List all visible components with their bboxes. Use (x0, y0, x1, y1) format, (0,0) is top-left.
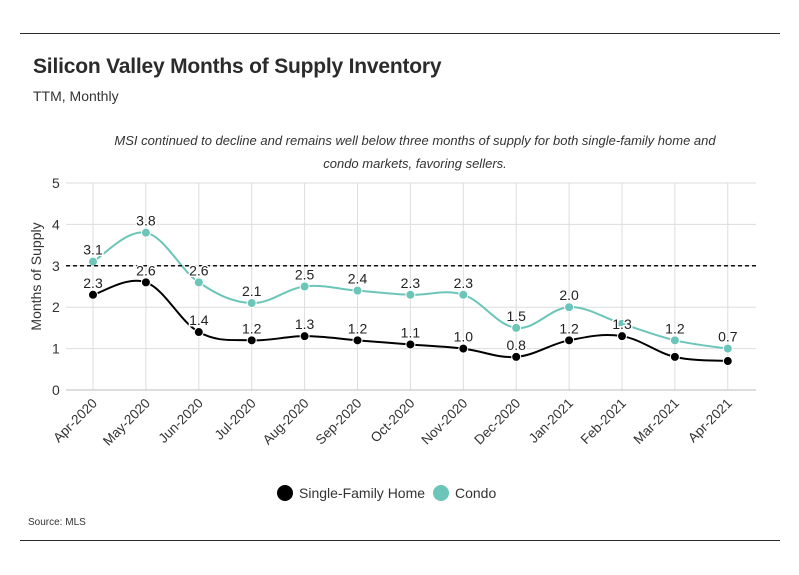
x-tick-label: Mar-2021 (631, 396, 682, 447)
data-point-condo (246, 298, 257, 309)
data-label-single-family-home: 1.2 (348, 320, 368, 336)
y-tick-label: 4 (52, 216, 60, 232)
data-point-single-family-home (458, 343, 469, 354)
y-tick-label: 0 (52, 382, 60, 398)
chart-legend: Single-Family Home Condo (0, 482, 799, 504)
x-tick-label: Aug-2020 (260, 396, 312, 448)
data-label-condo: 2.3 (401, 275, 421, 291)
legend-item-condo: Condo (433, 482, 496, 504)
data-point-condo (140, 227, 151, 238)
data-point-condo (193, 277, 204, 288)
y-tick-label: 3 (52, 258, 60, 274)
data-label-single-family-home: 1.4 (189, 312, 209, 328)
data-point-condo (564, 302, 575, 313)
data-label-condo: 3.8 (136, 213, 156, 229)
data-label-condo: 2.0 (559, 287, 579, 303)
data-point-single-family-home (722, 356, 733, 367)
x-tick-label: Jun-2020 (156, 396, 206, 446)
top-rule (20, 33, 780, 34)
data-point-single-family-home (352, 335, 363, 346)
x-tick-label: May-2020 (100, 396, 153, 449)
data-point-single-family-home (669, 351, 680, 362)
data-label-condo: 2.4 (348, 271, 368, 287)
bottom-rule (20, 540, 780, 541)
data-label-condo: 2.1 (242, 283, 262, 299)
x-tick-label: Apr-2021 (685, 396, 735, 446)
data-point-condo (669, 335, 680, 346)
data-point-condo (617, 318, 627, 329)
data-label-condo: 2.3 (454, 275, 474, 291)
data-point-single-family-home (88, 289, 98, 300)
data-label-single-family-home: 1.1 (401, 324, 421, 340)
data-point-single-family-home (193, 327, 204, 338)
data-point-condo (458, 289, 469, 300)
legend-label-single-family-home: Single-Family Home (299, 485, 426, 501)
x-tick-label: Feb-2021 (578, 396, 629, 447)
data-label-condo: 1.5 (506, 308, 526, 324)
legend-marker-condo (433, 485, 449, 501)
data-label-single-family-home: 1.3 (295, 316, 315, 332)
data-label-single-family-home: 1.0 (454, 329, 474, 345)
data-point-single-family-home (140, 277, 151, 288)
x-tick-label: Oct-2020 (368, 396, 418, 446)
data-label-condo: 1.2 (665, 320, 685, 336)
data-point-condo (88, 256, 98, 267)
data-label-condo: 2.5 (295, 267, 315, 283)
x-tick-label: Dec-2020 (471, 396, 523, 448)
x-tick-label: Apr-2020 (50, 396, 100, 446)
data-label-condo: 2.6 (189, 262, 209, 278)
legend-label-condo: Condo (455, 485, 497, 501)
data-point-single-family-home (405, 339, 416, 350)
x-tick-label: Sep-2020 (313, 396, 365, 448)
data-point-single-family-home (617, 331, 627, 342)
data-point-condo (511, 322, 522, 333)
data-label-single-family-home: 1.2 (242, 320, 262, 336)
y-tick-label: 2 (52, 299, 60, 315)
legend-marker-single-family-home (277, 485, 293, 501)
data-point-condo (722, 343, 733, 354)
page-subtitle: TTM, Monthly (33, 88, 119, 104)
data-label-single-family-home: 2.3 (83, 275, 103, 291)
x-tick-label: Jan-2021 (526, 396, 576, 446)
data-point-condo (352, 285, 363, 296)
data-label-condo: 3.1 (83, 242, 103, 258)
data-point-single-family-home (299, 331, 310, 342)
source-note: Source: MLS (28, 517, 86, 528)
data-label-single-family-home: 1.2 (559, 320, 579, 336)
data-point-single-family-home (511, 351, 522, 362)
y-tick-label: 1 (52, 341, 60, 357)
y-tick-label: 5 (52, 175, 60, 191)
chart-annotation: MSI continued to decline and remains wel… (114, 133, 716, 171)
data-label-single-family-home: 0.8 (506, 337, 526, 353)
page-title: Silicon Valley Months of Supply Inventor… (33, 55, 442, 78)
x-tick-label: Jul-2020 (212, 396, 259, 443)
data-point-condo (299, 281, 310, 292)
data-point-single-family-home (564, 335, 575, 346)
data-label-single-family-home: 1.3 (612, 316, 632, 332)
x-tick-label: Nov-2020 (418, 396, 470, 448)
legend-item-single-family-home: Single-Family Home (277, 482, 425, 504)
y-axis-title: Months of Supply (28, 222, 44, 330)
data-label-condo: 0.7 (718, 329, 738, 345)
data-point-condo (405, 289, 416, 300)
data-label-single-family-home: 2.6 (136, 262, 156, 278)
data-point-single-family-home (246, 335, 257, 346)
